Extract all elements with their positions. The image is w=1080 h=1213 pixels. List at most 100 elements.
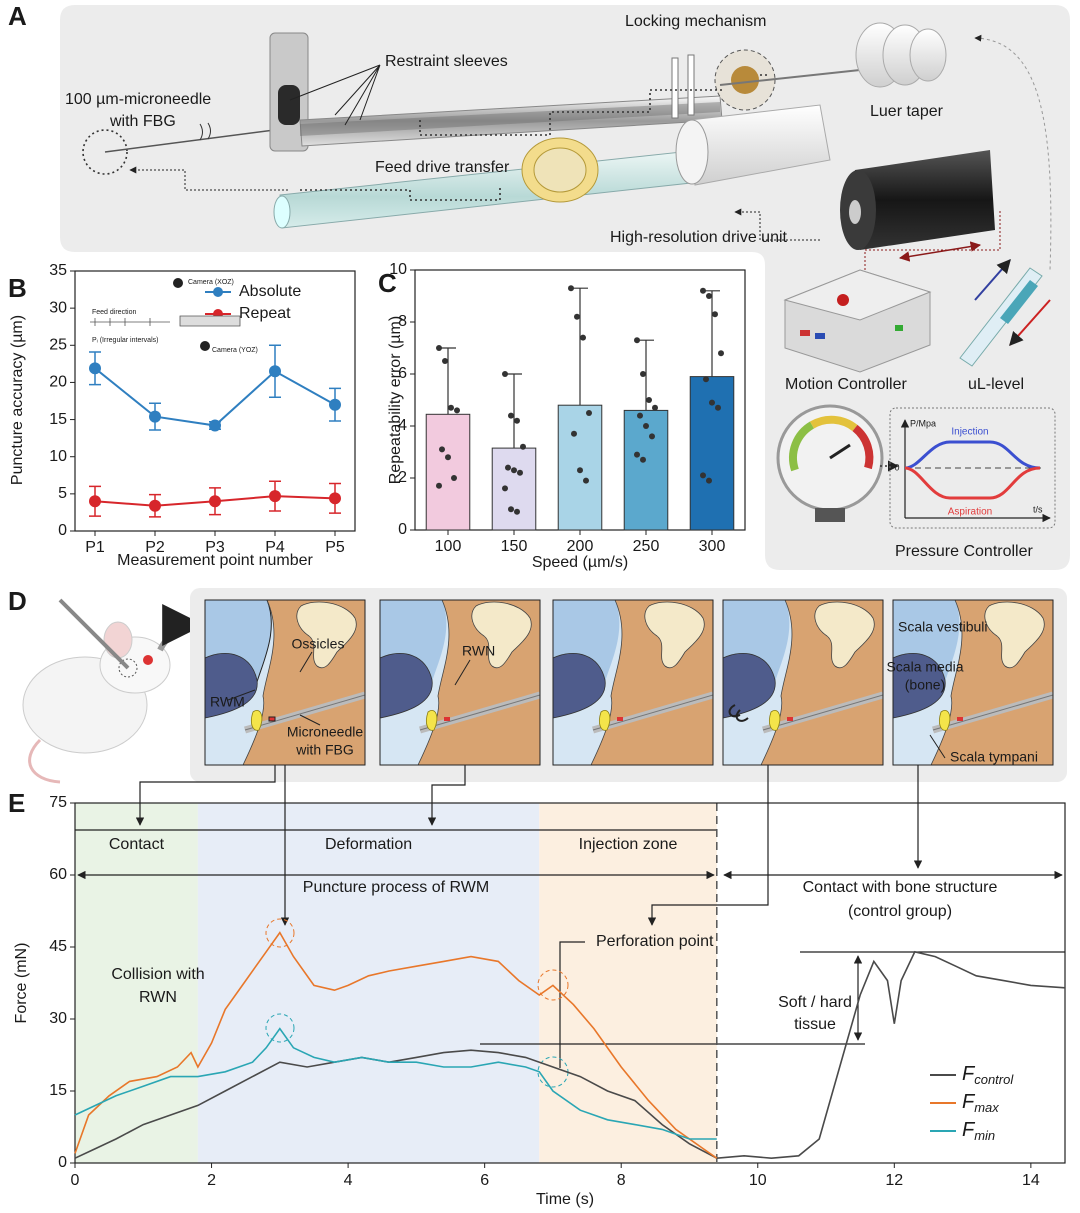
legend-label: Fmin bbox=[962, 1119, 995, 1143]
inset-camera bbox=[173, 278, 183, 288]
inset-label: Pᵢ (Irregular intervals) bbox=[92, 337, 158, 344]
x-tick-label: 8 bbox=[617, 1172, 626, 1189]
panel-label: E bbox=[8, 788, 25, 818]
y-axis-label: Puncture accuracy (µm) bbox=[9, 315, 26, 485]
pointer-lines bbox=[227, 651, 946, 759]
x-tick-label: 14 bbox=[1022, 1172, 1040, 1189]
marker bbox=[89, 495, 101, 508]
inset-label: Aspiration bbox=[948, 507, 992, 518]
y-axis-label: Repeatability error (µm) bbox=[387, 316, 404, 484]
legend-label: Fmax bbox=[962, 1091, 999, 1115]
annotation: tissue bbox=[794, 1016, 836, 1033]
data-point bbox=[643, 423, 649, 429]
data-point bbox=[442, 358, 448, 364]
inset-label: 0 bbox=[894, 462, 899, 472]
marker bbox=[149, 499, 161, 512]
panel-label: B bbox=[8, 273, 27, 303]
data-point bbox=[448, 404, 454, 411]
annotation: with FBG bbox=[295, 742, 354, 758]
legend-label: Fcontrol bbox=[962, 1063, 1014, 1087]
annotation: RWN bbox=[139, 989, 177, 1006]
inset-label: t/s bbox=[1033, 504, 1043, 514]
data-point bbox=[511, 467, 517, 474]
annotation: with FBG bbox=[109, 113, 176, 130]
panel-label: D bbox=[8, 586, 27, 616]
annotation: Scala tympani bbox=[950, 749, 1038, 765]
x-tick-label: P4 bbox=[265, 539, 285, 556]
data-point bbox=[634, 337, 640, 344]
data-point bbox=[520, 443, 526, 450]
data-point bbox=[445, 454, 451, 461]
y-tick-label: 20 bbox=[49, 374, 67, 391]
x-tick-label: 12 bbox=[885, 1172, 903, 1189]
data-point bbox=[700, 472, 706, 479]
annotation: Ossicles bbox=[292, 636, 345, 652]
data-point bbox=[715, 404, 721, 411]
annotation: Soft / hard bbox=[778, 994, 852, 1011]
x-tick-label: 10 bbox=[749, 1172, 767, 1189]
bar bbox=[623, 409, 669, 531]
marker bbox=[269, 365, 281, 378]
series-line bbox=[74, 950, 1066, 1160]
x-tick-label: P3 bbox=[205, 539, 225, 556]
legend-label: Repeat bbox=[239, 305, 291, 322]
zone bbox=[539, 803, 717, 1163]
x-tick-label: P1 bbox=[85, 539, 105, 556]
data-point bbox=[706, 293, 712, 299]
data-point bbox=[700, 287, 706, 294]
y-tick-label: 25 bbox=[49, 337, 67, 354]
annotation: Feed drive transfer bbox=[375, 159, 510, 176]
data-point bbox=[652, 404, 658, 411]
legend-label: Absolute bbox=[239, 283, 301, 300]
inset-label: Feed direction bbox=[92, 309, 136, 316]
y-tick-label: 0 bbox=[58, 522, 67, 539]
annotation: Puncture process of RWM bbox=[303, 879, 489, 896]
y-tick-label: 4 bbox=[398, 417, 407, 434]
data-point bbox=[712, 311, 718, 318]
data-point bbox=[583, 477, 589, 484]
annotation: Motion Controller bbox=[785, 376, 908, 393]
data-point bbox=[439, 446, 445, 453]
marker bbox=[149, 410, 161, 423]
data-point bbox=[451, 475, 457, 481]
y-axis-label: Force (mN) bbox=[13, 943, 30, 1024]
annotation: Microneedle bbox=[287, 724, 363, 740]
annotation: Collision with bbox=[111, 966, 204, 983]
annotation: 100 µm-microneedle bbox=[65, 91, 211, 108]
marker bbox=[269, 490, 281, 503]
inset-label: Injection bbox=[951, 427, 988, 438]
data-point bbox=[508, 506, 514, 513]
zone bbox=[197, 803, 540, 1163]
data-point bbox=[508, 412, 514, 419]
data-point bbox=[514, 417, 520, 424]
inset-schematic bbox=[90, 315, 241, 327]
legend-subscript: max bbox=[974, 1100, 999, 1115]
error-bar bbox=[572, 287, 588, 406]
data-point bbox=[436, 345, 442, 351]
zone-label: Deformation bbox=[325, 836, 412, 853]
y-tick-label: 35 bbox=[49, 262, 67, 279]
annotation: Luer taper bbox=[870, 103, 944, 120]
series-line bbox=[94, 367, 336, 427]
y-tick-label: 75 bbox=[49, 794, 67, 811]
x-tick-label: 100 bbox=[435, 538, 462, 555]
bar bbox=[425, 413, 471, 531]
data-point bbox=[574, 313, 580, 320]
bar bbox=[491, 447, 537, 531]
annotation: (control group) bbox=[848, 903, 952, 920]
legend-subscript: min bbox=[974, 1128, 995, 1143]
x-tick-label: 4 bbox=[344, 1172, 353, 1189]
data-point bbox=[502, 485, 508, 492]
annotation: High-resolution drive unit bbox=[610, 229, 788, 246]
x-tick-label: 0 bbox=[71, 1172, 80, 1189]
annotation: RWM bbox=[210, 694, 245, 710]
data-point bbox=[517, 469, 523, 476]
data-point bbox=[454, 407, 460, 414]
y-tick-label: 10 bbox=[389, 261, 407, 278]
error-bar bbox=[638, 339, 654, 411]
inset-label: Camera (XOZ) bbox=[188, 279, 234, 286]
data-point bbox=[649, 433, 655, 440]
y-tick-label: 10 bbox=[49, 448, 67, 465]
data-point bbox=[514, 508, 520, 515]
